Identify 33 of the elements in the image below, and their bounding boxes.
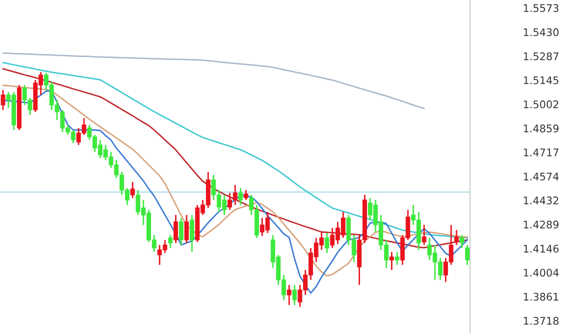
candlestick <box>130 181 135 199</box>
candlestick <box>460 234 464 249</box>
candlestick <box>394 251 400 266</box>
candlestick <box>465 244 470 266</box>
y-tick-label: 1.5430 <box>524 28 559 36</box>
candlestick <box>422 224 426 246</box>
candlestick <box>454 229 459 246</box>
y-tick-label: 1.4004 <box>524 268 559 277</box>
y-tick-label: 1.3861 <box>524 292 558 301</box>
y-tick-label: 1.5002 <box>524 100 558 108</box>
y-tick-label: 1.5287 <box>524 52 558 60</box>
y-tick-label: 1.5573 <box>524 4 558 12</box>
candlestick <box>389 251 394 271</box>
candlestick <box>244 189 248 201</box>
candlestick <box>286 284 292 306</box>
candlestick <box>0 89 6 111</box>
line-series <box>2 52 425 110</box>
candlestick <box>184 214 189 244</box>
candlestick <box>190 214 194 253</box>
candlestick <box>168 234 173 249</box>
y-tick-label: 1.4859 <box>524 124 558 132</box>
y-tick-label: 1.4432 <box>524 196 558 204</box>
candlestick <box>174 214 178 244</box>
candlestick <box>292 284 297 306</box>
y-tick-label: 1.4289 <box>524 220 558 229</box>
candlestick <box>178 217 184 246</box>
candlestick <box>238 187 243 206</box>
y-tick-label: 1.4717 <box>524 148 558 156</box>
y-tick-label: 1.5145 <box>524 76 558 84</box>
y-tick-label: 1.4574 <box>524 172 559 180</box>
y-tick-label: 1.3718 <box>524 316 559 325</box>
candlestick <box>324 232 330 254</box>
y-tick-label: 1.4146 <box>524 244 559 253</box>
